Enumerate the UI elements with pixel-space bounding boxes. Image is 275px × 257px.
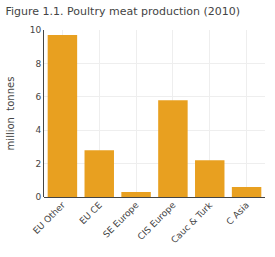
- svg-text:2: 2: [35, 159, 41, 169]
- svg-text:CIS Europe: CIS Europe: [136, 200, 178, 242]
- svg-text:8: 8: [35, 59, 41, 69]
- svg-text:Figure 1.1. Poultry meat produ: Figure 1.1. Poultry meat production (201…: [6, 5, 241, 18]
- svg-text:6: 6: [35, 92, 41, 102]
- svg-text:4: 4: [35, 125, 41, 135]
- svg-text:EU CE: EU CE: [78, 200, 104, 226]
- svg-text:SE Europe: SE Europe: [101, 200, 141, 240]
- svg-text:10: 10: [30, 25, 42, 35]
- svg-text:Cauc & Turk: Cauc & Turk: [169, 199, 215, 245]
- svg-text:C Asia: C Asia: [224, 200, 251, 227]
- svg-text:EU Other: EU Other: [31, 200, 67, 236]
- svg-text:0: 0: [35, 192, 41, 202]
- svg-text:million tonnes: million tonnes: [5, 77, 16, 151]
